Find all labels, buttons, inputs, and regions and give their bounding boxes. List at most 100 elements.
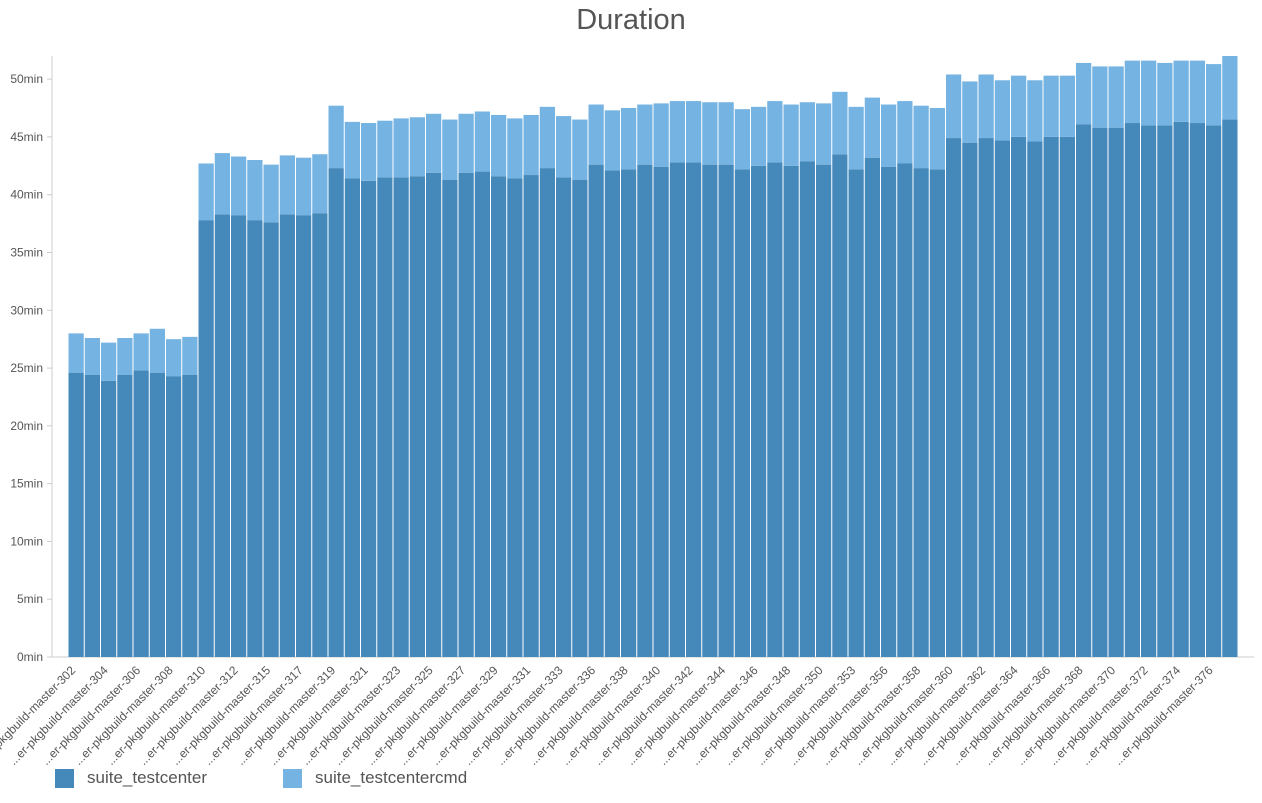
bar-suite-testcenter[interactable] [881,166,897,657]
bar-suite-testcentercmd[interactable] [1189,60,1205,124]
bar-suite-testcentercmd[interactable] [117,338,133,375]
bar-suite-testcentercmd[interactable] [296,157,312,216]
bar-suite-testcenter[interactable] [182,374,198,657]
bar-suite-testcenter[interactable] [1141,125,1157,658]
bar-suite-testcenter[interactable] [962,142,978,658]
bar-suite-testcenter[interactable] [361,180,377,658]
bar-suite-testcentercmd[interactable] [1076,62,1092,125]
bar-suite-testcenter[interactable] [702,164,718,657]
bar-suite-testcentercmd[interactable] [621,108,637,170]
bar-suite-testcenter[interactable] [133,370,149,657]
bar-suite-testcentercmd[interactable] [361,123,377,181]
bar-suite-testcenter[interactable] [946,138,962,657]
bar-suite-testcentercmd[interactable] [962,81,978,143]
bar-suite-testcentercmd[interactable] [783,104,799,166]
bar-suite-testcenter[interactable] [458,172,474,657]
bar-suite-testcentercmd[interactable] [458,113,474,173]
bar-suite-testcenter[interactable] [474,171,490,658]
bar-suite-testcentercmd[interactable] [1059,75,1075,137]
bar-suite-testcentercmd[interactable] [1206,64,1222,126]
bar-suite-testcenter[interactable] [1059,136,1075,658]
bar-suite-testcentercmd[interactable] [182,336,198,375]
bar-suite-testcenter[interactable] [409,176,425,657]
bar-suite-testcentercmd[interactable] [263,164,279,223]
bar-suite-testcentercmd[interactable] [881,104,897,167]
bar-suite-testcenter[interactable] [1011,136,1027,658]
bar-suite-testcenter[interactable] [1092,127,1108,657]
bar-suite-testcentercmd[interactable] [767,101,783,163]
bar-suite-testcentercmd[interactable] [848,106,864,170]
bar-suite-testcenter[interactable] [1076,124,1092,658]
bar-suite-testcentercmd[interactable] [1222,56,1238,120]
bar-suite-testcenter[interactable] [507,178,523,657]
bar-suite-testcentercmd[interactable] [1157,62,1173,126]
bar-suite-testcentercmd[interactable] [491,114,507,177]
bar-suite-testcenter[interactable] [1108,127,1124,657]
bar-suite-testcenter[interactable] [718,164,734,657]
bar-suite-testcentercmd[interactable] [994,80,1010,141]
bar-suite-testcentercmd[interactable] [377,120,393,178]
bar-suite-testcentercmd[interactable] [669,101,685,163]
bar-suite-testcenter[interactable] [669,162,685,658]
bar-suite-testcenter[interactable] [897,163,913,657]
bar-suite-testcenter[interactable] [117,374,133,657]
bar-suite-testcenter[interactable] [1173,121,1189,657]
bar-suite-testcentercmd[interactable] [1027,80,1043,142]
bar-suite-testcenter[interactable] [686,162,702,658]
bar-suite-testcenter[interactable] [1189,123,1205,658]
bar-suite-testcenter[interactable] [523,175,539,657]
bar-suite-testcenter[interactable] [442,179,458,658]
bar-suite-testcentercmd[interactable] [328,105,344,169]
bar-suite-testcentercmd[interactable] [1173,60,1189,122]
bar-suite-testcenter[interactable] [328,168,344,657]
bar-suite-testcenter[interactable] [994,140,1010,657]
bar-suite-testcenter[interactable] [68,372,84,657]
bar-suite-testcenter[interactable] [978,138,994,657]
bar-suite-testcenter[interactable] [588,164,604,657]
bar-suite-testcentercmd[interactable] [702,102,718,165]
bar-suite-testcentercmd[interactable] [101,342,117,381]
bar-suite-testcentercmd[interactable] [523,114,539,176]
bar-suite-testcenter[interactable] [864,157,880,657]
bar-suite-testcentercmd[interactable] [816,103,832,165]
bar-suite-testcenter[interactable] [231,215,247,657]
bar-suite-testcenter[interactable] [848,169,864,657]
bar-suite-testcentercmd[interactable] [556,116,572,178]
bar-suite-testcentercmd[interactable] [231,156,247,216]
bar-suite-testcenter[interactable] [832,154,848,657]
bar-suite-testcenter[interactable] [929,169,945,657]
bar-suite-testcenter[interactable] [539,168,555,657]
bar-suite-testcentercmd[interactable] [409,117,425,177]
legend-item-suite-testcentercmd[interactable]: suite_testcentercmd [283,768,467,788]
bar-suite-testcentercmd[interactable] [929,108,945,170]
bar-suite-testcentercmd[interactable] [734,109,750,170]
bar-suite-testcenter[interactable] [799,161,815,658]
bar-suite-testcentercmd[interactable] [1043,75,1059,137]
bar-suite-testcentercmd[interactable] [247,160,263,221]
bar-suite-testcentercmd[interactable] [572,119,588,180]
bar-suite-testcentercmd[interactable] [978,74,994,139]
bar-suite-testcenter[interactable] [913,168,929,657]
bar-suite-testcentercmd[interactable] [198,163,214,221]
bar-suite-testcenter[interactable] [247,220,263,657]
bar-suite-testcenter[interactable] [751,165,767,657]
bar-suite-testcentercmd[interactable] [507,118,523,179]
bar-suite-testcenter[interactable] [312,213,328,657]
bar-suite-testcenter[interactable] [426,172,442,657]
bar-suite-testcenter[interactable] [377,177,393,657]
bar-suite-testcenter[interactable] [1027,141,1043,657]
bar-suite-testcentercmd[interactable] [133,333,149,371]
bar-suite-testcenter[interactable] [296,215,312,657]
bar-suite-testcentercmd[interactable] [214,153,230,215]
bar-suite-testcenter[interactable] [621,169,637,657]
bar-suite-testcenter[interactable] [393,177,409,657]
bar-suite-testcenter[interactable] [166,376,182,657]
bar-suite-testcentercmd[interactable] [799,102,815,162]
bar-suite-testcentercmd[interactable] [637,104,653,165]
bar-suite-testcenter[interactable] [198,220,214,657]
bar-suite-testcenter[interactable] [734,169,750,657]
bar-suite-testcenter[interactable] [491,176,507,657]
bar-suite-testcentercmd[interactable] [1108,66,1124,128]
bar-suite-testcentercmd[interactable] [474,111,490,172]
bar-suite-testcenter[interactable] [149,372,165,657]
